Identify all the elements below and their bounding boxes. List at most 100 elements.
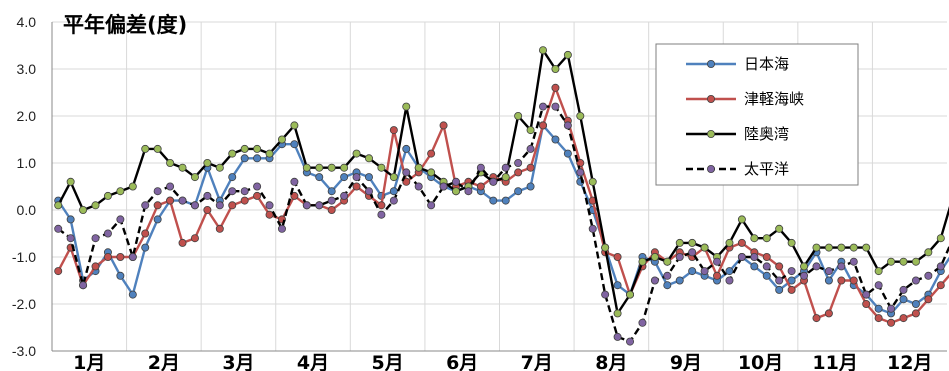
data-point bbox=[439, 121, 448, 130]
data-point bbox=[626, 337, 635, 346]
data-point bbox=[911, 309, 920, 318]
data-point bbox=[364, 173, 373, 182]
data-point bbox=[414, 182, 423, 191]
x-tick-label: 3月 bbox=[222, 352, 254, 371]
data-point bbox=[91, 234, 100, 243]
data-point bbox=[514, 168, 523, 177]
gridlines bbox=[52, 21, 947, 352]
data-point bbox=[265, 201, 274, 210]
data-point bbox=[439, 182, 448, 191]
data-point bbox=[451, 177, 460, 186]
data-point bbox=[874, 314, 883, 323]
data-point bbox=[315, 163, 324, 172]
data-point bbox=[762, 262, 771, 271]
data-point bbox=[253, 144, 262, 153]
data-point bbox=[277, 135, 286, 144]
data-point bbox=[700, 267, 709, 276]
data-point bbox=[638, 318, 647, 327]
data-point bbox=[725, 238, 734, 247]
data-point bbox=[824, 267, 833, 276]
data-point bbox=[526, 182, 535, 191]
data-point bbox=[911, 257, 920, 266]
data-point bbox=[116, 252, 125, 261]
data-point bbox=[501, 173, 510, 182]
data-point bbox=[762, 234, 771, 243]
data-point bbox=[451, 187, 460, 196]
data-point bbox=[862, 290, 871, 299]
data-point bbox=[240, 196, 249, 205]
data-point bbox=[911, 276, 920, 285]
data-point bbox=[352, 173, 361, 182]
data-point bbox=[787, 267, 796, 276]
data-point bbox=[389, 126, 398, 135]
data-point bbox=[103, 252, 112, 261]
data-point bbox=[54, 201, 63, 210]
data-point bbox=[551, 65, 560, 74]
data-point bbox=[824, 309, 833, 318]
data-point bbox=[737, 252, 746, 261]
data-point bbox=[514, 187, 523, 196]
legend-box bbox=[655, 43, 859, 186]
series-3 bbox=[54, 46, 949, 318]
data-point bbox=[539, 121, 548, 130]
data-point bbox=[849, 257, 858, 266]
y-axis-label: 平年偏差(度) bbox=[63, 13, 187, 37]
data-point bbox=[377, 201, 386, 210]
x-tick-label: 11月 bbox=[812, 352, 857, 371]
x-tick-label: 6月 bbox=[446, 352, 478, 371]
data-point bbox=[79, 281, 88, 290]
data-point bbox=[539, 46, 548, 55]
data-point bbox=[750, 234, 759, 243]
data-point bbox=[54, 224, 63, 233]
data-point bbox=[576, 112, 585, 121]
data-point bbox=[153, 215, 162, 224]
data-point bbox=[128, 182, 137, 191]
data-point bbox=[526, 126, 535, 135]
data-point bbox=[302, 201, 311, 210]
data-point bbox=[924, 295, 933, 304]
legend-marker bbox=[707, 164, 716, 173]
data-point bbox=[340, 191, 349, 200]
data-point bbox=[153, 144, 162, 153]
data-point bbox=[116, 215, 125, 224]
data-point bbox=[116, 271, 125, 280]
data-point bbox=[178, 196, 187, 205]
data-point bbox=[837, 262, 846, 271]
data-point bbox=[178, 238, 187, 247]
data-point bbox=[427, 201, 436, 210]
y-tick-label: -1.0 bbox=[12, 249, 36, 265]
data-point bbox=[514, 158, 523, 167]
series-group bbox=[54, 46, 949, 346]
data-point bbox=[762, 271, 771, 280]
data-point bbox=[775, 285, 784, 294]
data-point bbox=[688, 238, 697, 247]
x-tick-label: 12月 bbox=[887, 352, 932, 371]
data-point bbox=[265, 149, 274, 158]
data-point bbox=[501, 196, 510, 205]
data-point bbox=[936, 262, 945, 271]
data-point bbox=[389, 196, 398, 205]
y-tick-label: 4.0 bbox=[17, 14, 37, 30]
data-point bbox=[153, 187, 162, 196]
data-point bbox=[364, 187, 373, 196]
data-point bbox=[203, 158, 212, 167]
y-tick-label: 0.0 bbox=[17, 202, 37, 218]
data-point bbox=[713, 271, 722, 280]
data-point bbox=[824, 243, 833, 252]
data-point bbox=[688, 248, 697, 257]
data-point bbox=[887, 304, 896, 313]
data-point bbox=[725, 276, 734, 285]
data-point bbox=[551, 135, 560, 144]
data-point bbox=[675, 276, 684, 285]
data-point bbox=[775, 224, 784, 233]
data-point bbox=[526, 163, 535, 172]
data-point bbox=[389, 187, 398, 196]
legend-marker bbox=[707, 60, 716, 69]
data-point bbox=[315, 173, 324, 182]
data-point bbox=[626, 290, 635, 299]
data-point bbox=[402, 144, 411, 153]
data-point bbox=[103, 229, 112, 238]
data-point bbox=[837, 276, 846, 285]
data-point bbox=[352, 182, 361, 191]
data-point bbox=[800, 271, 809, 280]
